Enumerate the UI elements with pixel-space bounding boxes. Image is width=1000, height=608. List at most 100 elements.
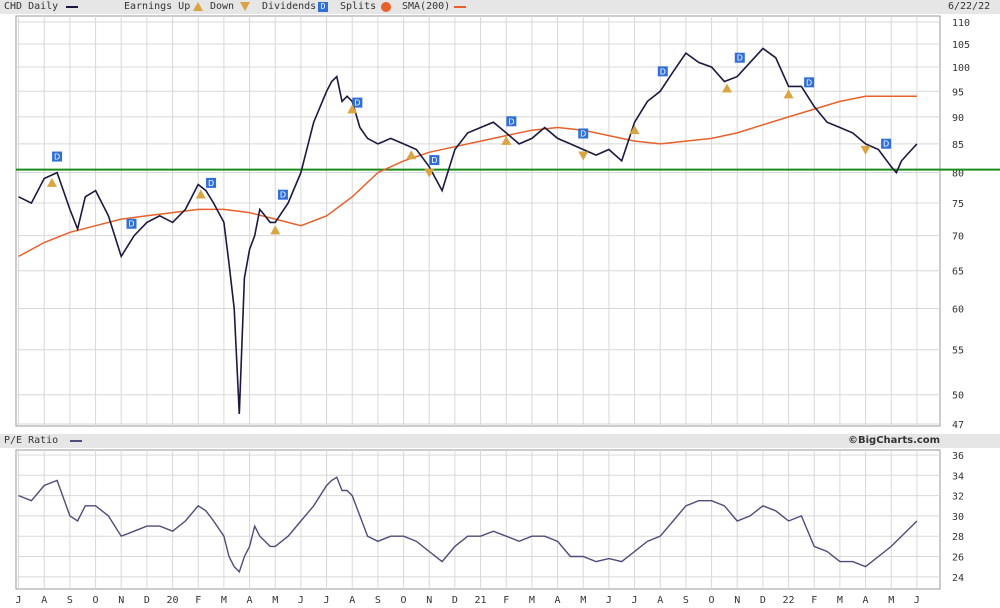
x-tick-label: A — [863, 595, 869, 606]
dividend-marker — [506, 116, 517, 127]
split-icon — [381, 2, 391, 12]
dividend-marker — [578, 128, 589, 139]
dividend-marker — [881, 138, 892, 149]
pe-chart-header: P/E Ratio ©BigCharts.com — [0, 434, 1000, 448]
x-tick-label: J — [324, 595, 330, 606]
earnings-up-marker — [501, 135, 512, 145]
x-tick-label: N — [118, 595, 124, 606]
pe-label: P/E Ratio — [4, 435, 59, 446]
x-tick-label: N — [426, 595, 432, 606]
earnings-down-label: Down — [210, 1, 235, 12]
x-tick-label: S — [67, 595, 73, 606]
pe-y-tick-label: 30 — [952, 512, 964, 523]
x-tick-label: M — [837, 595, 843, 606]
dividends-label: Dividends — [262, 1, 317, 12]
dividend-marker-glyph: D — [660, 67, 666, 76]
dividend-marker-glyph: D — [508, 117, 514, 126]
x-tick-label: S — [683, 595, 689, 606]
x-tick-label: A — [349, 595, 355, 606]
x-tick-label: J — [632, 595, 638, 606]
symbol-legend-swatch — [66, 6, 78, 8]
x-tick-label: N — [734, 595, 740, 606]
earnings-up-marker — [783, 89, 794, 99]
earnings-up-marker — [46, 177, 57, 187]
earnings-up-marker — [347, 104, 358, 114]
pe-y-tick-label: 26 — [952, 553, 964, 564]
dividend-marker-glyph: D — [737, 54, 743, 63]
sma-200-line — [18, 95, 917, 258]
price-y-tick-label: 105 — [952, 40, 970, 51]
x-tick-label: O — [401, 595, 407, 606]
x-tick-label: F — [195, 595, 201, 606]
sma-legend-swatch — [454, 6, 466, 8]
dividend-marker — [429, 155, 440, 166]
x-tick-label: O — [93, 595, 99, 606]
pe-ratio-line — [18, 476, 918, 574]
dividend-marker — [126, 218, 137, 229]
earnings-up-icon — [193, 2, 203, 11]
earnings-down-marker — [860, 145, 871, 155]
dividend-marker — [734, 52, 745, 63]
pe-panel-frame — [15, 449, 941, 590]
x-tick-label: F — [503, 595, 509, 606]
symbol-label: CHD Daily — [4, 1, 59, 12]
earnings-up-marker — [406, 150, 417, 160]
copyright-label: ©BigCharts.com — [848, 435, 941, 446]
dividend-marker-glyph: D — [128, 220, 134, 229]
dividend-marker — [352, 97, 363, 108]
x-tick-label: M — [272, 595, 278, 606]
earnings-up-marker — [629, 125, 640, 135]
price-y-tick-label: 85 — [952, 140, 964, 151]
x-tick-label: M — [580, 595, 586, 606]
x-tick-label: M — [888, 595, 894, 606]
x-tick-label: F — [811, 595, 817, 606]
splits-label: Splits — [340, 1, 377, 12]
dividend-marker-glyph: D — [354, 99, 360, 108]
pe-legend-swatch — [70, 440, 82, 442]
x-tick-label: M — [529, 595, 535, 606]
x-tick-label: D — [144, 595, 150, 606]
dividend-marker-glyph: D — [431, 156, 437, 165]
earnings-up-marker — [721, 83, 732, 93]
pe-y-tick-label: 24 — [952, 573, 964, 584]
x-tick-label: M — [221, 595, 227, 606]
price-y-tick-label: 60 — [952, 305, 964, 316]
dividend-marker-glyph: D — [208, 179, 214, 188]
chart-date: 6/22/22 — [948, 1, 991, 12]
price-y-tick-label: 100 — [952, 63, 970, 74]
x-tick-label: 20 — [167, 595, 179, 606]
x-tick-label: J — [16, 595, 22, 606]
sma-label: SMA(200) — [402, 1, 451, 12]
earnings-up-marker — [270, 225, 281, 235]
dividend-marker-glyph: D — [280, 191, 286, 200]
price-y-tick-label: 110 — [952, 18, 970, 29]
dividend-marker — [277, 189, 288, 200]
dividend-marker-glyph: D — [580, 129, 586, 138]
x-tick-label: S — [375, 595, 381, 606]
price-y-tick-label: 75 — [952, 199, 964, 210]
x-tick-label: D — [760, 595, 766, 606]
x-tick-label: J — [298, 595, 304, 606]
dividend-marker-glyph: D — [54, 153, 60, 162]
earnings-down-marker — [578, 151, 589, 161]
price-y-tick-label: 50 — [952, 391, 964, 402]
price-panel-frame — [15, 15, 941, 427]
dividend-marker — [804, 77, 815, 88]
x-tick-label: A — [41, 595, 47, 606]
pe-y-tick-label: 36 — [952, 451, 964, 462]
pe-y-tick-label: 32 — [952, 492, 964, 503]
dividend-marker-glyph: D — [806, 78, 812, 87]
price-y-tick-label: 80 — [952, 169, 964, 180]
price-y-tick-label: 65 — [952, 267, 964, 278]
x-tick-label: 21 — [475, 595, 487, 606]
price-y-tick-label: 70 — [952, 232, 964, 243]
price-y-tick-label: 55 — [952, 346, 964, 357]
earnings-down-marker — [424, 168, 435, 178]
pe-y-tick-label: 34 — [952, 471, 964, 482]
x-tick-label: 22 — [783, 595, 795, 606]
earnings-down-icon — [240, 2, 250, 11]
earnings-up-marker — [195, 189, 206, 199]
x-tick-label: A — [555, 595, 561, 606]
x-tick-label: D — [452, 595, 458, 606]
